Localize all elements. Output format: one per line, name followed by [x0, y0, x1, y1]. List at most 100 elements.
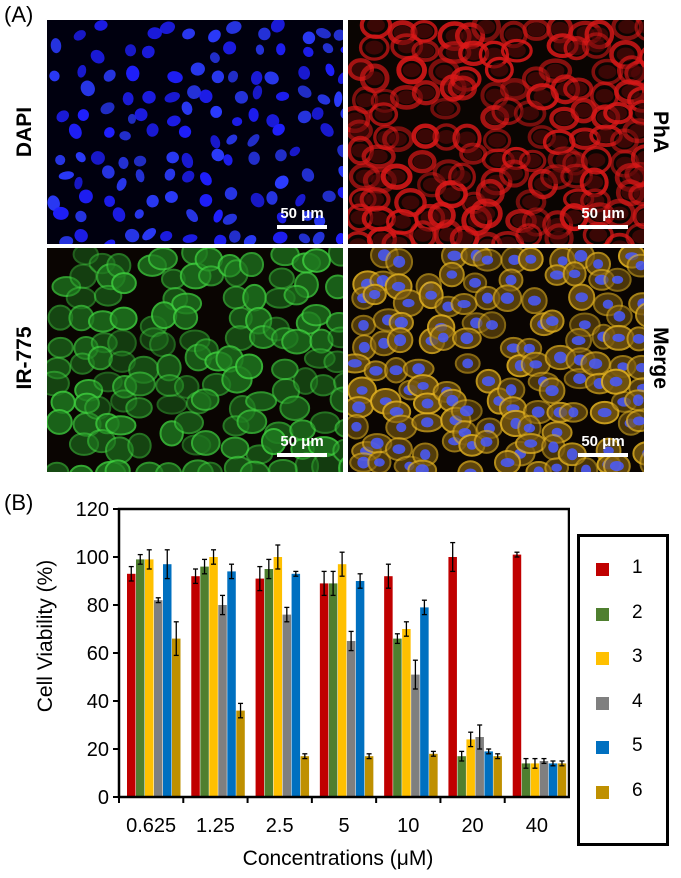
nucleus	[578, 320, 591, 330]
x-tick-label: 5	[338, 815, 349, 837]
cell-outline	[394, 188, 427, 218]
cell-outline	[380, 163, 413, 190]
ir775-label: IR-775	[13, 326, 36, 390]
nucleus	[609, 376, 623, 387]
nucleus	[389, 365, 403, 376]
x-tick-label: 1.25	[196, 815, 235, 837]
bar-series-2	[328, 583, 338, 797]
cell	[72, 248, 99, 266]
nucleus	[274, 175, 289, 189]
cell	[156, 394, 188, 415]
nucleus	[122, 92, 134, 106]
bar-series-4	[411, 674, 420, 797]
nucleus	[612, 333, 625, 342]
legend-label: 6	[632, 779, 643, 801]
cell-body	[636, 150, 644, 165]
cell	[238, 251, 265, 278]
nucleus	[446, 270, 458, 279]
nucleus	[525, 254, 537, 264]
nucleus	[303, 46, 314, 57]
nucleus	[142, 227, 157, 241]
cell	[457, 460, 484, 472]
nucleus	[116, 178, 127, 191]
cell	[47, 409, 73, 435]
legend-label: 4	[632, 690, 643, 712]
nucleus	[602, 299, 614, 309]
cell-body	[481, 185, 500, 200]
cell-outline	[448, 162, 476, 192]
cell	[173, 411, 204, 435]
nucleus	[52, 206, 69, 220]
panel-b-label: (B)	[4, 490, 34, 515]
cell-outline	[604, 232, 635, 244]
scale-bar-label: 50 μm	[581, 205, 625, 222]
nucleus	[549, 270, 564, 280]
nucleus	[378, 337, 390, 349]
cell-body	[366, 20, 385, 33]
merge-label: Merge	[649, 327, 672, 389]
cell	[109, 306, 138, 331]
cell-outline	[563, 77, 594, 101]
nucleus	[252, 85, 263, 100]
x-tick-label: 20	[461, 815, 483, 837]
legend-item: 6	[596, 779, 666, 802]
nucleus	[146, 194, 159, 208]
nucleus	[611, 275, 624, 284]
y-tick-label: 60	[87, 643, 109, 665]
nucleus	[529, 360, 543, 369]
bar-series-5	[548, 763, 558, 797]
nucleus	[523, 343, 535, 354]
nucleus	[301, 210, 313, 221]
cell	[239, 460, 270, 472]
nucleus	[141, 45, 155, 59]
cell-body	[356, 93, 375, 108]
cell-body	[585, 175, 604, 190]
cell	[125, 397, 153, 419]
nucleus	[632, 394, 644, 407]
cell-body	[374, 107, 393, 122]
cell	[220, 436, 250, 460]
cell-outline	[359, 63, 390, 94]
nucleus	[94, 20, 108, 31]
cell-body	[609, 106, 628, 121]
bar-series-1	[127, 573, 136, 797]
bar-series-2	[264, 569, 274, 797]
nucleus	[119, 131, 131, 141]
nucleus	[551, 463, 563, 472]
scale-bar-line	[277, 225, 327, 229]
cell-body	[453, 81, 472, 96]
nucleus	[211, 70, 225, 84]
scale-bar-ir775: 50 μm	[277, 433, 327, 457]
nucleus	[182, 234, 198, 243]
legend-label: 3	[632, 646, 643, 667]
nucleus	[317, 94, 331, 105]
y-axis-label: Cell Viability (%)	[34, 560, 57, 713]
nucleus	[77, 64, 87, 78]
nucleus	[210, 105, 223, 118]
nucleus	[301, 168, 315, 182]
y-tick-label: 100	[76, 547, 109, 569]
cell	[124, 371, 156, 397]
cell-body	[402, 63, 421, 78]
cell-body	[498, 104, 517, 119]
cell-outline	[382, 126, 414, 153]
nucleus	[50, 38, 62, 54]
cell-outline	[563, 36, 590, 61]
bar-series-2	[136, 559, 145, 797]
cell-outline	[411, 39, 440, 63]
nucleus	[100, 102, 115, 115]
nucleus	[635, 260, 644, 271]
cell-outline	[622, 118, 644, 144]
cell-body	[574, 103, 593, 118]
nucleus	[568, 407, 579, 418]
cell	[47, 461, 70, 472]
cell	[198, 265, 225, 287]
nucleus	[571, 335, 586, 346]
nucleus	[531, 406, 545, 418]
y-tick-label: 40	[87, 691, 109, 713]
nucleus	[133, 155, 147, 167]
cell-outline	[630, 144, 644, 172]
bar-series-3	[402, 629, 411, 797]
nucleus	[481, 376, 496, 387]
bar-series-5	[420, 607, 429, 797]
